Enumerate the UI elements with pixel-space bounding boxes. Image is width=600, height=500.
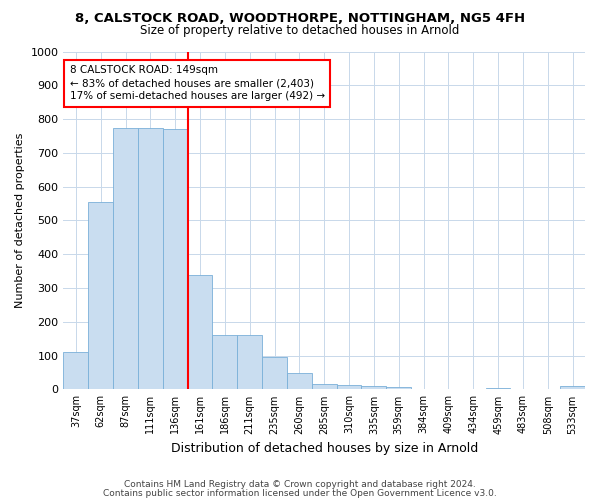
Text: Contains public sector information licensed under the Open Government Licence v3: Contains public sector information licen… bbox=[103, 488, 497, 498]
Text: 8 CALSTOCK ROAD: 149sqm
← 83% of detached houses are smaller (2,403)
17% of semi: 8 CALSTOCK ROAD: 149sqm ← 83% of detache… bbox=[70, 65, 325, 102]
Y-axis label: Number of detached properties: Number of detached properties bbox=[15, 133, 25, 308]
Bar bbox=[337, 386, 361, 390]
Text: 8, CALSTOCK ROAD, WOODTHORPE, NOTTINGHAM, NG5 4FH: 8, CALSTOCK ROAD, WOODTHORPE, NOTTINGHAM… bbox=[75, 12, 525, 26]
Text: Size of property relative to detached houses in Arnold: Size of property relative to detached ho… bbox=[140, 24, 460, 37]
Bar bbox=[361, 386, 386, 390]
Bar bbox=[163, 129, 188, 390]
Bar bbox=[312, 384, 337, 390]
Bar bbox=[237, 336, 262, 390]
Bar bbox=[64, 352, 88, 390]
Bar bbox=[386, 386, 411, 390]
Text: Contains HM Land Registry data © Crown copyright and database right 2024.: Contains HM Land Registry data © Crown c… bbox=[124, 480, 476, 489]
Bar bbox=[262, 358, 287, 390]
Bar bbox=[287, 372, 312, 390]
Bar bbox=[212, 336, 237, 390]
X-axis label: Distribution of detached houses by size in Arnold: Distribution of detached houses by size … bbox=[170, 442, 478, 455]
Bar bbox=[188, 274, 212, 390]
Bar bbox=[485, 388, 511, 390]
Bar bbox=[88, 202, 113, 390]
Bar bbox=[113, 128, 138, 390]
Bar bbox=[138, 128, 163, 390]
Bar bbox=[560, 386, 585, 390]
